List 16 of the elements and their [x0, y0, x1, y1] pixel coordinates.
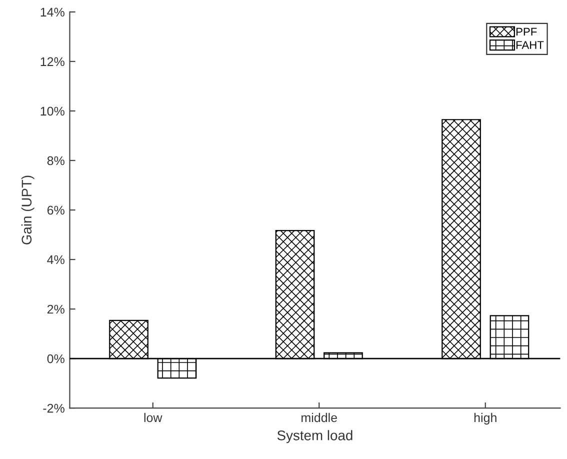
y-tick-label: 12% [40, 57, 64, 66]
y-tick-label: 6% [47, 206, 64, 215]
y-tick-label: 4% [47, 255, 64, 264]
y-axis-title: Gain (UPT) [21, 176, 34, 244]
y-tick-label: 14% [40, 8, 64, 17]
legend-label: PPF [516, 28, 537, 36]
x-tick-label: high [474, 412, 496, 425]
legend-label: FAHT [516, 41, 544, 49]
y-tick-label: 0% [47, 354, 64, 364]
y-tick-label: 10% [40, 106, 64, 116]
y-tick-label: -2% [43, 404, 64, 413]
x-tick-label: middle [302, 412, 337, 422]
y-tick-label: 8% [47, 156, 64, 166]
y-tick-label: 2% [47, 304, 64, 314]
x-axis-title: System load [277, 430, 352, 444]
x-tick-label: low [144, 412, 162, 422]
